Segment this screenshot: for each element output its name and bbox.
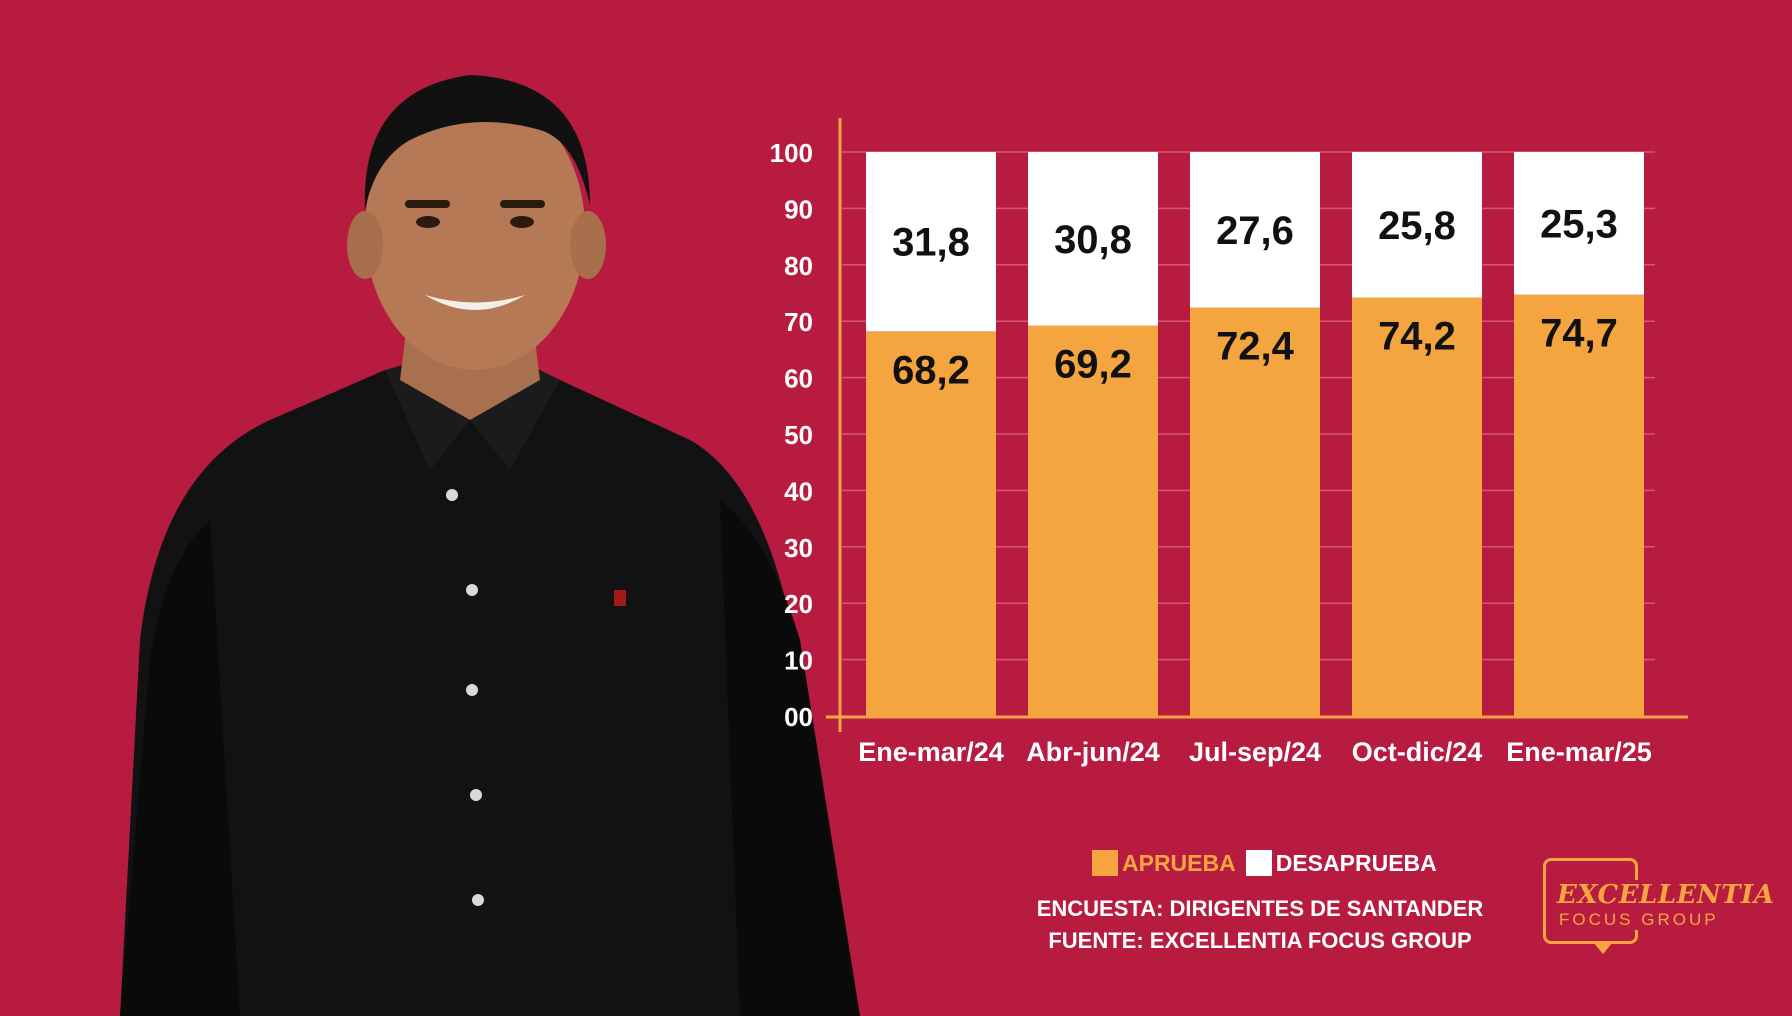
data-label-desaprueba: 27,6 xyxy=(1216,209,1294,253)
person-shirt xyxy=(120,360,860,1016)
person-hair xyxy=(364,75,590,210)
logo-bubble-tail xyxy=(1593,942,1613,954)
x-tick-label: Jul-sep/24 xyxy=(1189,737,1321,767)
y-tick-label: 00 xyxy=(784,702,813,732)
legend-label-desaprueba: DESAPRUEBA xyxy=(1275,849,1437,876)
legend-label-aprueba: APRUEBA xyxy=(1122,849,1236,876)
x-tick-label: Ene-mar/25 xyxy=(1506,737,1652,767)
excellentia-logo: EXCELLENTIA FOCUS GROUP xyxy=(1543,858,1777,954)
bar-aprueba xyxy=(1190,307,1320,716)
bar-desaprueba xyxy=(1190,152,1320,308)
bar-aprueba xyxy=(1028,325,1158,716)
bar-desaprueba xyxy=(1514,152,1644,295)
data-label-aprueba: 72,4 xyxy=(1216,325,1295,369)
y-axis-ticks: 00 10 20 30 40 50 60 70 80 90 100 xyxy=(770,138,813,732)
logo-text-main: EXCELLENTIA xyxy=(1555,880,1777,910)
y-tick-label: 60 xyxy=(784,364,813,394)
person-photo xyxy=(120,75,860,1016)
y-tick-label: 10 xyxy=(784,646,813,676)
bar-aprueba xyxy=(1514,294,1644,716)
bar-desaprueba xyxy=(1352,152,1482,298)
data-label-aprueba: 68,2 xyxy=(892,348,970,392)
data-label-aprueba: 74,7 xyxy=(1540,312,1618,356)
legend-swatch-desaprueba xyxy=(1245,850,1272,876)
legend-item-aprueba: APRUEBA xyxy=(1092,850,1236,877)
legend: APRUEBA DESAPRUEBA xyxy=(1092,846,1437,880)
source-note: FUENTE: EXCELLENTIA FOCUS GROUP xyxy=(1048,928,1472,953)
logo-text-sub: FOCUS GROUP xyxy=(1557,910,1721,930)
x-tick-label: Ene-mar/24 xyxy=(858,737,1004,767)
survey-note: ENCUESTA: DIRIGENTES DE SANTANDER xyxy=(1036,896,1484,921)
bar-desaprueba xyxy=(866,152,996,332)
data-label-desaprueba: 25,8 xyxy=(1378,204,1456,248)
y-tick-label: 90 xyxy=(784,194,813,224)
y-tick-label: 50 xyxy=(784,420,813,450)
bar-aprueba xyxy=(866,331,996,716)
y-tick-label: 20 xyxy=(784,589,813,619)
y-tick-label: 100 xyxy=(770,138,813,168)
bar-desaprueba xyxy=(1028,152,1158,326)
x-axis-ticks: Ene-mar/24 Abr-jun/24 Jul-sep/24 Oct-dic/24… xyxy=(858,737,1652,767)
data-label-aprueba: 74,2 xyxy=(1378,315,1456,359)
y-tick-label: 30 xyxy=(784,533,813,563)
y-tick-label: 80 xyxy=(784,251,813,281)
bars xyxy=(866,152,1644,716)
data-labels: 68,2 31,8 69,2 30,8 72,4 27,6 74,2 25,8 74,7 25,3 xyxy=(892,202,1618,392)
data-label-desaprueba: 31,8 xyxy=(892,221,970,265)
legend-swatch-aprueba xyxy=(1092,850,1118,876)
data-label-aprueba: 69,2 xyxy=(1054,343,1132,387)
source-notes: ENCUESTA: DIRIGENTES DE SANTANDER FUENTE… xyxy=(1000,893,1520,957)
data-label-desaprueba: 25,3 xyxy=(1540,202,1618,246)
y-tick-label: 40 xyxy=(784,476,813,506)
legend-item-desaprueba: DESAPRUEBA xyxy=(1245,849,1437,877)
bar-aprueba xyxy=(1352,297,1482,716)
y-tick-label: 70 xyxy=(784,307,813,337)
x-tick-label: Oct-dic/24 xyxy=(1352,737,1483,767)
x-tick-label: Abr-jun/24 xyxy=(1026,737,1160,767)
data-label-desaprueba: 30,8 xyxy=(1054,218,1132,262)
person-head xyxy=(365,90,585,370)
